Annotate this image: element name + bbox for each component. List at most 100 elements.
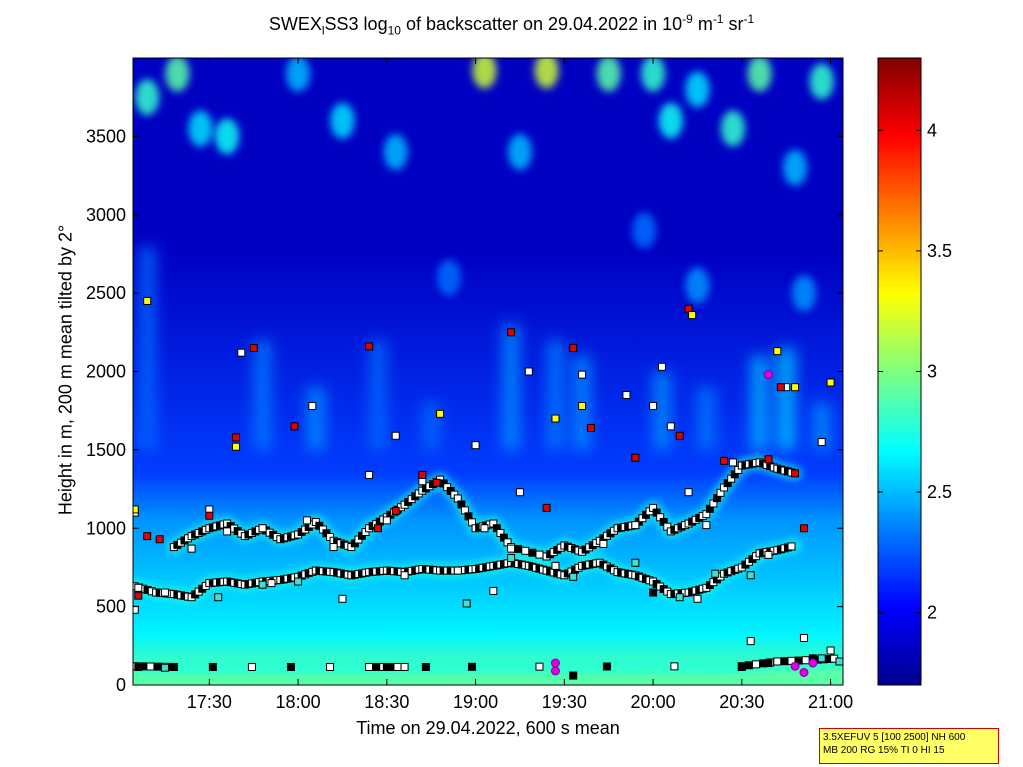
aerosol-patch bbox=[809, 63, 834, 100]
detection-marker-red bbox=[675, 431, 684, 440]
detection-marker-yellow bbox=[791, 383, 800, 392]
detection-marker-white bbox=[267, 579, 276, 588]
detection-marker-red bbox=[791, 469, 800, 478]
layer-detection-marker bbox=[752, 660, 761, 669]
detection-marker-white bbox=[578, 370, 587, 379]
detection-marker-yellow bbox=[773, 347, 782, 356]
detection-marker-white bbox=[338, 594, 347, 603]
info-line-1: 3.5XEFUV 5 [100 2500] NH 600 bbox=[823, 732, 966, 743]
layer-detection-marker bbox=[400, 662, 409, 671]
colorbar-tick-label: 2.5 bbox=[927, 482, 952, 502]
aerosol-plume bbox=[750, 355, 769, 450]
layer-detection-marker bbox=[773, 657, 782, 666]
background-bands bbox=[133, 58, 843, 685]
detection-marker-red bbox=[569, 343, 578, 352]
detection-marker-white bbox=[507, 544, 516, 553]
detection-marker-white bbox=[599, 539, 608, 548]
aerosol-plume bbox=[697, 387, 716, 450]
detection-marker-cyan bbox=[835, 657, 843, 666]
detection-marker-black bbox=[421, 662, 430, 671]
detection-marker-black bbox=[737, 662, 746, 671]
detection-marker-white bbox=[391, 431, 400, 440]
detection-marker-white bbox=[400, 571, 409, 580]
detection-marker-cyan bbox=[817, 654, 826, 663]
detection-marker-white bbox=[702, 521, 711, 530]
aerosol-patch bbox=[507, 134, 532, 171]
colorbar-tick-label: 2 bbox=[927, 603, 937, 623]
aerosol-patch bbox=[188, 110, 213, 147]
detection-marker-white bbox=[365, 470, 374, 479]
detection-marker-red bbox=[432, 478, 441, 487]
detection-marker-cyan bbox=[569, 572, 578, 581]
detection-marker-white bbox=[223, 527, 232, 536]
aerosol-plume bbox=[812, 402, 831, 450]
detection-marker-white bbox=[302, 516, 311, 525]
detection-marker-cyan bbox=[675, 593, 684, 602]
aerosol-patch bbox=[658, 102, 683, 139]
detection-marker-magenta bbox=[799, 667, 809, 677]
aerosol-plume bbox=[306, 387, 325, 450]
aerosol-patch bbox=[747, 58, 772, 92]
detection-marker-white bbox=[799, 633, 808, 642]
detection-marker-white bbox=[258, 524, 267, 533]
detection-marker-magenta bbox=[550, 658, 560, 668]
colorbar-tick-label: 4 bbox=[927, 120, 937, 140]
layer-detection-marker bbox=[744, 661, 753, 670]
detection-marker-yellow bbox=[143, 296, 152, 305]
detection-marker-white bbox=[515, 488, 524, 497]
y-tick-label: 2500 bbox=[86, 283, 126, 303]
detection-marker-white bbox=[764, 550, 773, 559]
aerosol-plume bbox=[502, 324, 521, 450]
layer-detection-marker bbox=[535, 550, 544, 559]
detection-marker-black bbox=[649, 588, 658, 597]
x-tick-label: 19:00 bbox=[453, 692, 498, 712]
x-tick-label: 21:00 bbox=[808, 692, 853, 712]
y-tick-label: 2000 bbox=[86, 362, 126, 382]
x-tick-label: 20:30 bbox=[719, 692, 764, 712]
detection-marker-red bbox=[231, 433, 240, 442]
colorbar-ticks: 2 2.5 3 3.5 4 bbox=[878, 120, 952, 623]
aerosol-patch bbox=[685, 267, 710, 304]
aerosol-plume bbox=[368, 340, 387, 450]
layer-detection-marker bbox=[154, 662, 163, 671]
x-tick-label: 17:30 bbox=[187, 692, 232, 712]
y-tick-label: 1500 bbox=[86, 440, 126, 460]
detection-marker-yellow bbox=[231, 442, 240, 451]
aerosol-patch bbox=[135, 79, 160, 116]
aerosol-plume bbox=[138, 246, 157, 450]
aerosol-patch bbox=[215, 118, 240, 155]
x-tick-label: 18:00 bbox=[276, 692, 321, 712]
detection-marker-white bbox=[489, 586, 498, 595]
aerosol-patch bbox=[383, 134, 408, 171]
detection-marker-red bbox=[764, 455, 773, 464]
detection-marker-red bbox=[720, 456, 729, 465]
aerosol-plume bbox=[546, 340, 565, 450]
detection-marker-cyan bbox=[462, 599, 471, 608]
detection-marker-red bbox=[391, 507, 400, 516]
detection-marker-black bbox=[169, 662, 178, 671]
detection-marker-red bbox=[799, 524, 808, 533]
detection-marker-white bbox=[329, 543, 338, 552]
detection-marker-white bbox=[308, 401, 317, 410]
detection-marker-red bbox=[373, 524, 382, 533]
detection-marker-cyan bbox=[160, 663, 169, 672]
aerosol-plume bbox=[422, 402, 441, 450]
detection-marker-red bbox=[418, 470, 427, 479]
colorbar bbox=[877, 57, 922, 686]
detection-marker-white bbox=[666, 422, 675, 431]
detection-marker-red bbox=[776, 383, 785, 392]
y-axis-label: Height in m, 200 m mean tilted by 2° bbox=[55, 224, 76, 516]
detection-marker-red bbox=[586, 423, 595, 432]
layer-detection-marker bbox=[535, 662, 544, 671]
layer-detection-marker bbox=[514, 544, 523, 553]
layer-detection-marker bbox=[286, 662, 295, 671]
detection-marker-black bbox=[134, 662, 143, 671]
colorbar-tick-label: 3 bbox=[927, 362, 937, 382]
detection-marker-red bbox=[249, 343, 258, 352]
layer-detection-marker bbox=[787, 542, 796, 551]
detection-marker-magenta bbox=[550, 666, 560, 676]
detection-marker-white bbox=[826, 646, 835, 655]
detection-marker-yellow bbox=[578, 401, 587, 410]
plot-area bbox=[133, 58, 843, 685]
detection-marker-red bbox=[143, 532, 152, 541]
